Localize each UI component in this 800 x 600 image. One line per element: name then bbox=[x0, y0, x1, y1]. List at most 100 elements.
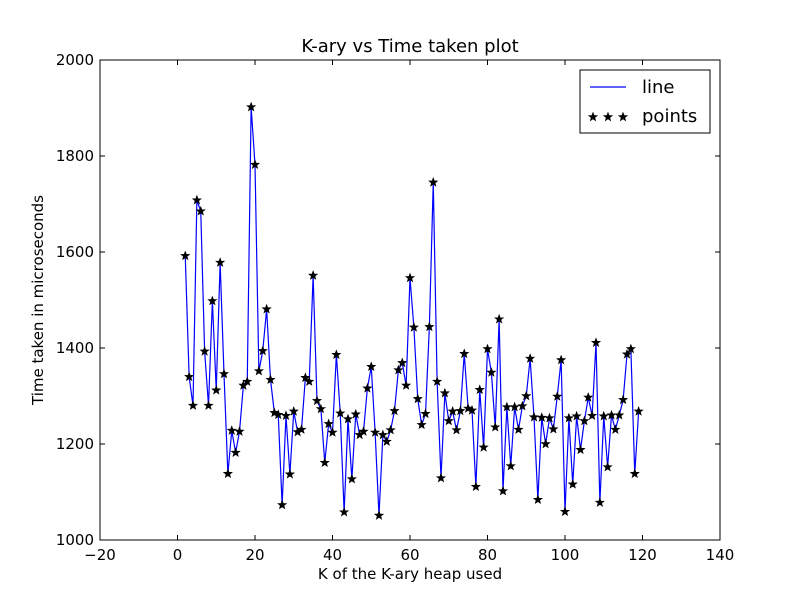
data-point-marker bbox=[261, 303, 272, 314]
data-point-marker bbox=[207, 295, 218, 306]
legend-star-swatch bbox=[602, 111, 614, 122]
data-point-marker bbox=[590, 337, 602, 348]
data-point-marker bbox=[432, 376, 443, 386]
data-point-marker bbox=[323, 418, 334, 429]
data-point-marker bbox=[346, 473, 357, 484]
data-point-marker bbox=[482, 343, 493, 354]
data-point-marker bbox=[339, 506, 350, 517]
data-point-marker bbox=[373, 510, 385, 520]
x-tick-label: 120 bbox=[628, 546, 657, 564]
data-point-marker bbox=[567, 478, 578, 489]
data-point-marker bbox=[362, 382, 373, 393]
data-point-marker bbox=[563, 412, 574, 423]
data-point-marker bbox=[370, 427, 381, 437]
data-point-marker bbox=[459, 348, 470, 359]
data-point-marker bbox=[273, 409, 284, 420]
data-point-marker bbox=[226, 425, 237, 435]
y-axis-label: Time taken in microseconds bbox=[29, 195, 47, 406]
data-point-marker bbox=[335, 407, 346, 418]
data-point-marker bbox=[629, 468, 640, 479]
data-point-marker bbox=[218, 368, 230, 379]
data-point-marker bbox=[435, 472, 447, 483]
x-tick-label: 40 bbox=[323, 546, 342, 564]
data-point-marker bbox=[381, 436, 392, 446]
data-point-marker bbox=[633, 406, 644, 416]
data-point-marker bbox=[470, 481, 481, 492]
data-point-marker bbox=[536, 412, 547, 422]
y-tick-label: 2000 bbox=[56, 51, 94, 69]
data-point-marker bbox=[509, 401, 520, 412]
data-point-marker bbox=[242, 376, 253, 386]
data-point-marker bbox=[222, 468, 233, 479]
data-point-marker bbox=[486, 367, 497, 377]
data-point-marker bbox=[280, 410, 292, 421]
data-point-marker bbox=[304, 376, 315, 386]
data-point-marker bbox=[548, 423, 559, 434]
data-point-marker bbox=[420, 408, 431, 419]
data-point-marker bbox=[277, 499, 288, 510]
data-point-marker bbox=[544, 412, 555, 423]
data-point-marker bbox=[296, 424, 307, 434]
data-point-marker bbox=[180, 250, 191, 261]
data-point-marker bbox=[455, 405, 466, 416]
data-point-marker bbox=[466, 405, 478, 415]
x-tick-label: −20 bbox=[84, 546, 116, 564]
legend-label-line: line bbox=[642, 77, 674, 98]
data-point-marker bbox=[385, 424, 396, 435]
data-point-marker bbox=[265, 374, 276, 385]
data-point-marker bbox=[215, 257, 226, 267]
y-axis-ticks: 1000 1200 1400 1600 1800 2000 bbox=[56, 51, 720, 549]
data-point-marker bbox=[521, 390, 532, 401]
data-point-marker bbox=[517, 400, 528, 411]
x-tick-label: 100 bbox=[551, 546, 580, 564]
data-point-marker bbox=[230, 447, 241, 457]
data-point-marker bbox=[377, 429, 388, 440]
data-point-marker bbox=[540, 438, 551, 449]
data-point-marker bbox=[284, 468, 295, 479]
data-point-marker bbox=[350, 408, 361, 419]
data-point-marker bbox=[246, 101, 257, 112]
data-point-marker bbox=[490, 421, 501, 432]
data-point-marker bbox=[494, 313, 505, 324]
data-point-marker bbox=[559, 506, 571, 517]
data-point-marker bbox=[443, 415, 454, 426]
data-point-marker bbox=[525, 353, 536, 363]
data-point-marker bbox=[552, 391, 563, 401]
x-tick-label: 20 bbox=[245, 546, 264, 564]
data-point-marker bbox=[397, 357, 408, 368]
data-point-marker bbox=[393, 364, 404, 375]
series-line bbox=[184, 106, 640, 516]
legend-star-swatch bbox=[587, 111, 599, 122]
data-point-marker bbox=[451, 424, 462, 435]
x-tick-label: 0 bbox=[173, 546, 183, 564]
data-point-marker bbox=[184, 371, 195, 382]
data-point-marker bbox=[532, 494, 543, 505]
data-point-marker bbox=[556, 354, 567, 365]
data-point-marker bbox=[327, 427, 338, 437]
data-point-marker bbox=[288, 406, 299, 416]
data-point-marker bbox=[579, 415, 590, 426]
data-point-marker bbox=[401, 380, 412, 390]
y-tick-label: 1400 bbox=[56, 339, 94, 357]
data-point-marker bbox=[412, 393, 423, 404]
data-point-marker bbox=[199, 346, 210, 356]
plot-area bbox=[99, 59, 721, 541]
data-point-marker bbox=[575, 444, 586, 455]
x-tick-label: 80 bbox=[478, 546, 497, 564]
data-point-marker bbox=[587, 410, 598, 421]
data-point-marker bbox=[614, 409, 625, 420]
data-point-marker bbox=[424, 321, 435, 332]
data-point-marker bbox=[404, 272, 416, 283]
data-point-marker bbox=[618, 394, 629, 405]
data-point-marker bbox=[513, 424, 524, 434]
legend-star-swatch bbox=[617, 111, 629, 122]
legend: line points bbox=[579, 69, 711, 134]
x-axis-ticks: −20 0 20 40 60 80 100 120 140 bbox=[84, 60, 734, 564]
legend-box bbox=[579, 69, 711, 134]
data-point-marker bbox=[331, 349, 342, 360]
data-point-marker bbox=[416, 419, 427, 430]
data-point-marker bbox=[474, 384, 485, 395]
data-point-marker bbox=[195, 205, 206, 216]
data-point-marker bbox=[315, 403, 326, 414]
